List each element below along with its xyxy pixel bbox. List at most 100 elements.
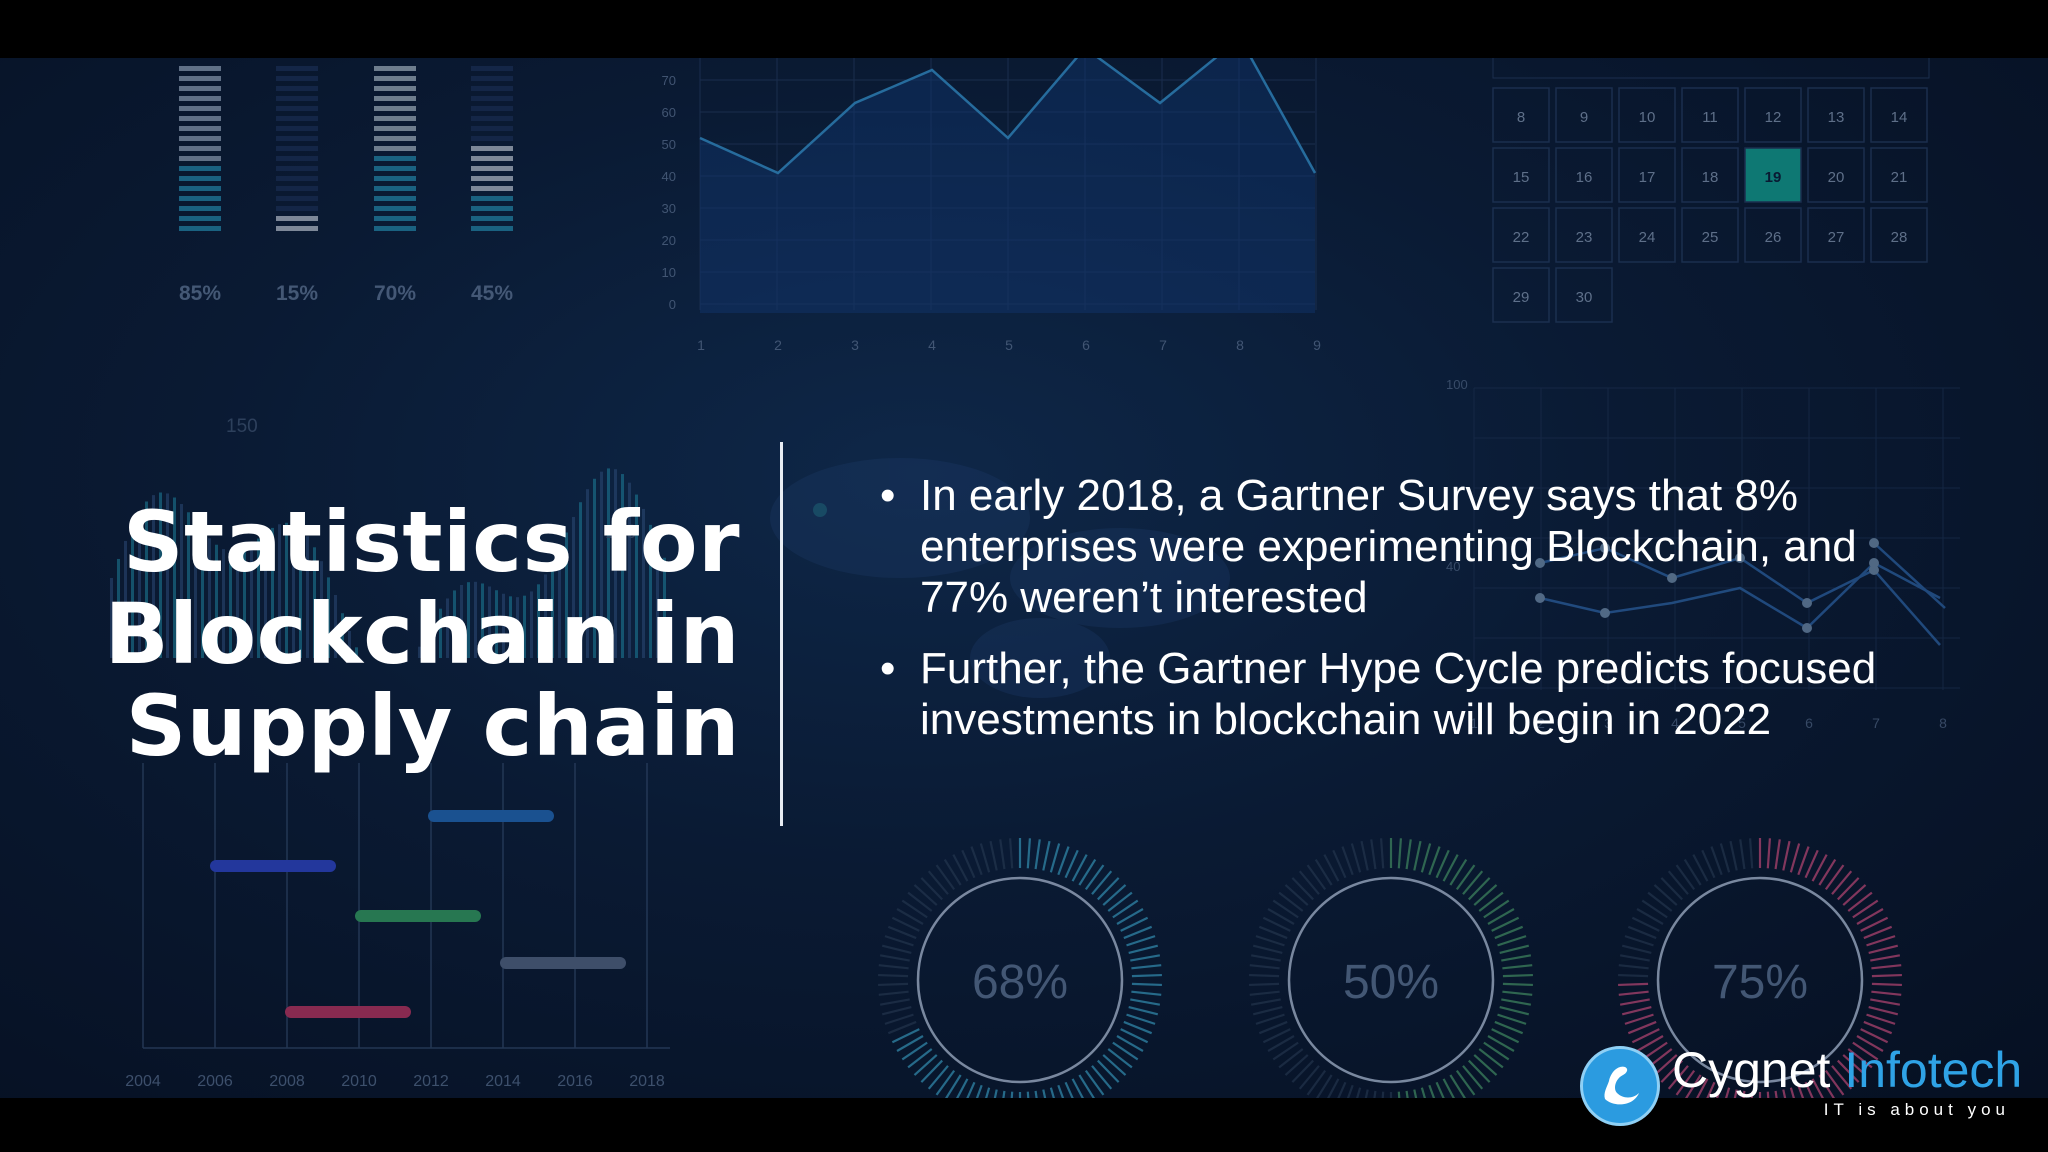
gauge-tick: [1131, 982, 1162, 987]
bar-percent-3: 70%: [374, 282, 416, 305]
gauge-tick: [1774, 839, 1781, 870]
area-chart-bar: [222, 549, 225, 658]
gauge-tick: [1701, 849, 1716, 879]
gauge-tick: [1866, 935, 1896, 947]
gauge-tick: [1647, 891, 1673, 912]
calendar-day-label: 8: [1517, 109, 1525, 126]
area-chart-bar: [229, 551, 232, 658]
gauge-tick: [1255, 935, 1285, 947]
calendar-cell: [1681, 147, 1739, 203]
gauge-tick: [887, 925, 917, 940]
gauge-tick: [1868, 944, 1899, 954]
bar-stack-segment: [179, 196, 221, 201]
gauge-tick: [1097, 1059, 1120, 1083]
bar-stack-segment: [374, 76, 416, 81]
slide-title-line-3: Supply chain: [125, 677, 740, 775]
line-chart-xtick: 8: [1236, 337, 1244, 353]
gauge-tick: [1824, 1069, 1845, 1096]
gauge-tick: [1449, 1074, 1467, 1098]
calendar-day-label: 14: [1891, 109, 1908, 126]
slide-title: Statistics for Blockchain in Supply chai…: [70, 496, 740, 772]
right-chart-xtick: 5: [1738, 715, 1746, 731]
bar-stack-segment: [471, 126, 513, 131]
gauge-tick: [891, 1028, 920, 1044]
calendar-day-label: 28: [1891, 229, 1908, 246]
bar-stack-segment: [374, 186, 416, 191]
area-chart-bar: [593, 478, 596, 658]
calendar-day-label: 29: [1513, 289, 1530, 306]
gauge-tick: [1660, 877, 1683, 901]
gauge-tick: [1624, 1013, 1654, 1025]
gauge-tick: [881, 1006, 912, 1016]
gauge-tick: [961, 849, 976, 879]
gauge-tick: [1766, 838, 1772, 869]
gauge-tick: [1405, 839, 1412, 870]
area-chart-bar: [586, 489, 589, 658]
line-chart-ytick: 20: [662, 233, 676, 248]
gauge-tick: [966, 1081, 976, 1098]
gauge-tick: [1868, 1006, 1899, 1016]
gauge-tick: [907, 891, 933, 912]
gauge-tick: [1284, 1054, 1309, 1076]
gauge-tick: [1128, 944, 1159, 954]
area-chart-bar: [523, 595, 526, 658]
area-label-150: 150: [226, 416, 258, 437]
gauge-tick: [884, 1013, 914, 1025]
bar-stack-segment: [374, 96, 416, 101]
gauge-tick: [1742, 1090, 1746, 1098]
line-chart-xtick: 7: [1159, 337, 1167, 353]
gauge-tick: [1750, 1091, 1754, 1098]
gauge-tick: [935, 1069, 956, 1096]
gauge-tick: [1341, 846, 1354, 876]
gauge-tick: [1847, 891, 1873, 912]
area-chart-bar: [628, 482, 631, 658]
gauge-tick: [1042, 840, 1051, 871]
calendar-day-label: 23: [1576, 229, 1593, 246]
gauge-tick: [1314, 858, 1333, 886]
bullet-dot-icon: •: [880, 471, 896, 520]
gauge-tick: [1675, 864, 1696, 891]
gauge-tick: [1837, 877, 1860, 901]
area-chart-bar: [621, 474, 624, 658]
bar-stack-segment: [179, 106, 221, 111]
bar-stack-segment: [471, 206, 513, 211]
gauge-tick: [989, 840, 998, 871]
gauge-tick: [1107, 891, 1133, 912]
calendar-cell: [1807, 87, 1865, 143]
gauge-tick: [1627, 925, 1657, 940]
gauge-tick: [878, 964, 909, 970]
gauge-tick: [927, 870, 949, 895]
gauge-tick: [1413, 840, 1422, 871]
gauge-tick: [1782, 840, 1791, 871]
gauge-tick: [1502, 973, 1533, 978]
gauge-tick: [1258, 1020, 1288, 1035]
bar-stack-segment: [276, 226, 318, 231]
gauge-tick: [1379, 838, 1385, 869]
gauge-tick: [1804, 849, 1819, 879]
gauge-tick: [1818, 1074, 1836, 1098]
gauge-tick: [1631, 1028, 1660, 1044]
gauge-tick: [1811, 1078, 1824, 1098]
line-chart-ytick: 30: [662, 201, 676, 216]
calendar-cell: [1744, 147, 1802, 203]
gauge-tick: [913, 1054, 938, 1076]
gauge-tick: [1131, 964, 1162, 970]
gauge-tick: [1636, 1035, 1664, 1052]
gauge-tick: [1442, 1078, 1455, 1098]
line-chart-ytick: 10: [662, 265, 676, 280]
calendar-cell: [1870, 87, 1928, 143]
bar-stack-segment: [179, 66, 221, 71]
calendar-cell: [1492, 147, 1550, 203]
bar-stack-segment: [179, 186, 221, 191]
bar-stack-segment: [276, 96, 318, 101]
gauge-tick: [1249, 982, 1280, 987]
area-chart-bar: [502, 593, 505, 658]
bar-stack-segment: [179, 146, 221, 151]
gauge-tick: [1631, 916, 1660, 932]
gauge-tick: [1468, 877, 1491, 901]
gauge-tick: [1860, 1028, 1889, 1044]
line-chart-ytick: 70: [662, 73, 676, 88]
gauge-tick: [1863, 1020, 1893, 1035]
calendar-day-label: 12: [1765, 109, 1782, 126]
